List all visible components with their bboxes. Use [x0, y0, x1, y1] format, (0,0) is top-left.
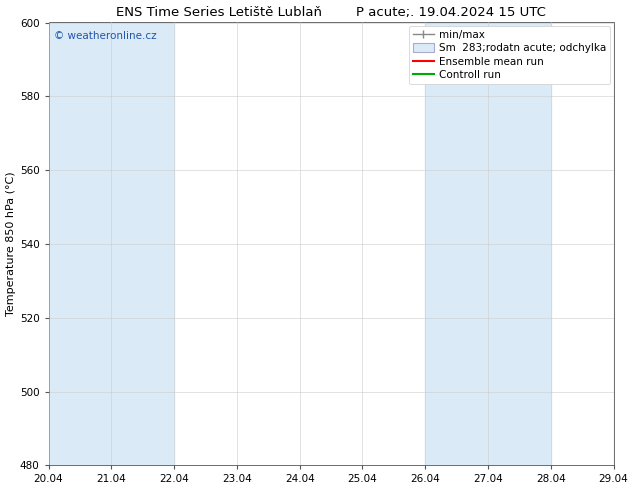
Bar: [48, 23, 112, 466]
Title: ENS Time Series Letiště Lublaň        P acute;. 19.04.2024 15 UTC: ENS Time Series Letiště Lublaň P acute;.…: [116, 5, 546, 19]
Bar: [488, 23, 551, 466]
Y-axis label: Temperature 850 hPa (°C): Temperature 850 hPa (°C): [6, 172, 16, 316]
Bar: [425, 23, 488, 466]
Bar: [614, 23, 634, 466]
Bar: [112, 23, 174, 466]
Text: © weatheronline.cz: © weatheronline.cz: [54, 31, 157, 41]
Legend: min/max, Sm  283;rodatn acute; odchylka, Ensemble mean run, Controll run: min/max, Sm 283;rodatn acute; odchylka, …: [409, 25, 611, 84]
